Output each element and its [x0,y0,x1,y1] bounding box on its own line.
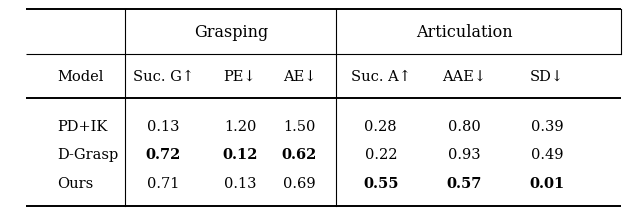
Text: Articulation: Articulation [416,24,512,41]
Text: 0.57: 0.57 [446,177,482,191]
Text: 0.80: 0.80 [447,120,481,134]
Text: 0.93: 0.93 [448,148,480,162]
Text: Suc. G↑: Suc. G↑ [132,70,194,84]
Text: 0.55: 0.55 [363,177,399,191]
Text: PD+IK: PD+IK [58,120,108,134]
Text: Ours: Ours [58,177,94,191]
Text: 0.13: 0.13 [224,177,256,191]
Text: D-Grasp: D-Grasp [58,148,119,162]
Text: Suc. A↑: Suc. A↑ [351,70,411,84]
Text: 0.62: 0.62 [282,148,317,162]
Text: AAE↓: AAE↓ [442,70,486,84]
Text: 0.49: 0.49 [531,148,563,162]
Text: AE↓: AE↓ [283,70,316,84]
Text: 0.39: 0.39 [531,120,563,134]
Text: 0.72: 0.72 [145,148,181,162]
Text: PE↓: PE↓ [224,70,256,84]
Text: 0.01: 0.01 [529,177,565,191]
Text: 0.69: 0.69 [284,177,316,191]
Text: Model: Model [58,70,104,84]
Text: 0.22: 0.22 [365,148,397,162]
Text: Grasping: Grasping [195,24,269,41]
Text: 0.13: 0.13 [147,120,179,134]
Text: 0.28: 0.28 [365,120,397,134]
Text: 0.71: 0.71 [147,177,179,191]
Text: SD↓: SD↓ [530,70,564,84]
Text: 1.50: 1.50 [284,120,316,134]
Text: 1.20: 1.20 [224,120,256,134]
Text: 0.12: 0.12 [222,148,258,162]
